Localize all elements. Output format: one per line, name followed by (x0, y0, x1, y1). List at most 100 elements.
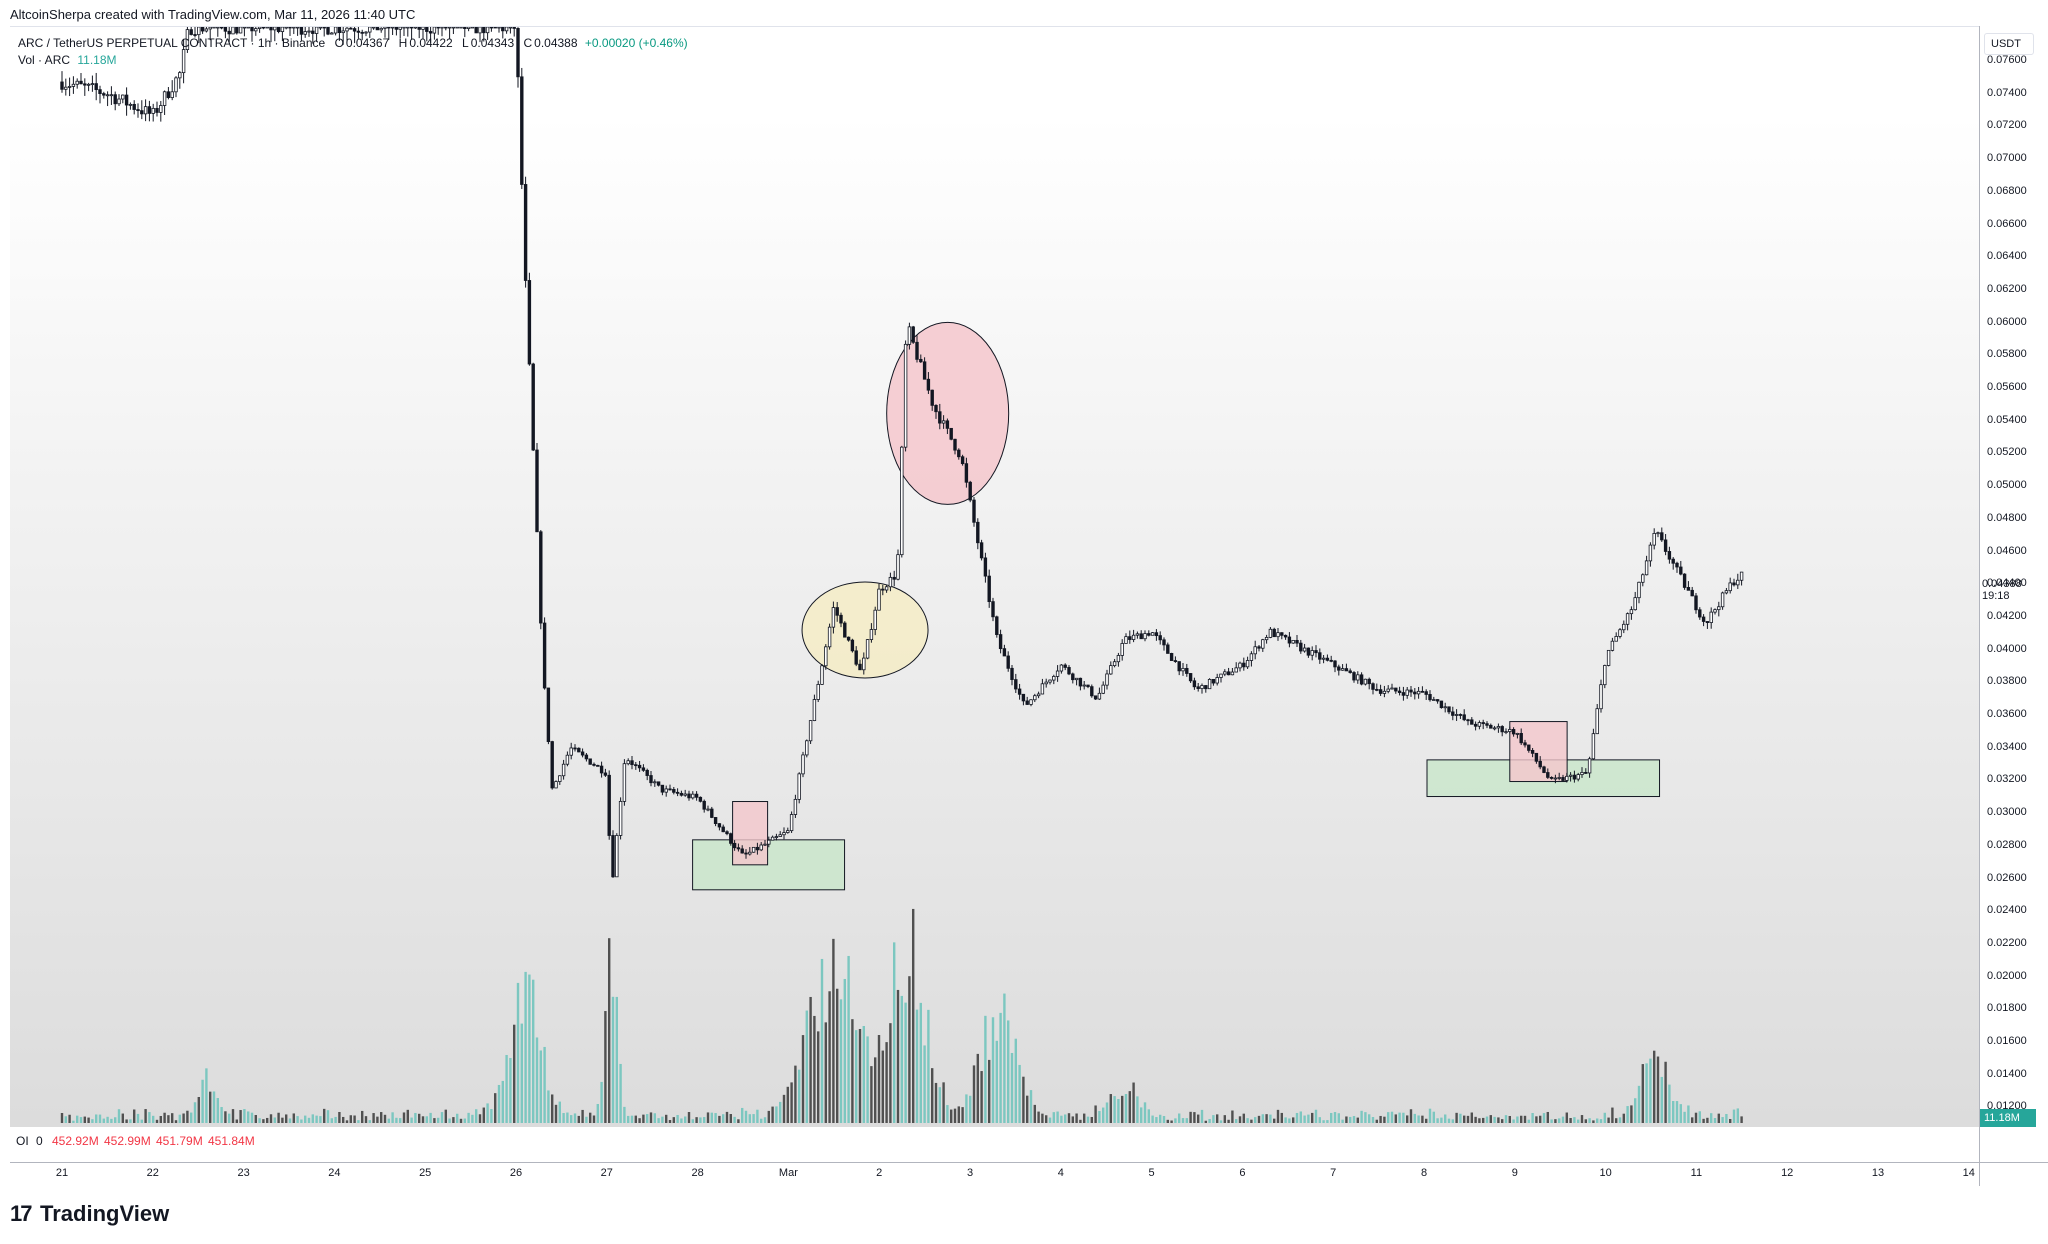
price-axis[interactable] (1979, 26, 2048, 1186)
volume-bar (102, 1118, 105, 1123)
volume-bar (304, 1115, 307, 1123)
volume-bar (361, 1110, 364, 1123)
volume-bar (919, 1002, 922, 1123)
volume-bar (710, 1112, 713, 1123)
candle-body (1112, 661, 1117, 667)
volume-bar (752, 1114, 755, 1123)
volume-bar (1736, 1108, 1739, 1123)
volume-bar (459, 1118, 463, 1123)
symbol-label[interactable]: ARC / TetherUS PERPETUAL CONTRACT · 1h ·… (18, 36, 326, 50)
candle-body (694, 793, 699, 798)
volume-bar (680, 1118, 683, 1123)
volume-bar (1421, 1115, 1424, 1123)
volume-bar (186, 1110, 189, 1123)
red-ellipse-annotation[interactable] (886, 321, 1010, 505)
candle-body (451, 27, 456, 29)
chart-pane[interactable] (10, 26, 1979, 1127)
volume-bar (961, 1107, 964, 1123)
volume-bar (1493, 1116, 1496, 1123)
candle-body (1207, 678, 1212, 690)
candle-body (1196, 686, 1200, 689)
candle-body (375, 27, 380, 31)
candle-body (444, 27, 448, 29)
volume-bar (178, 1114, 181, 1123)
volume-bar (1170, 1120, 1173, 1123)
candle-body (1701, 616, 1706, 622)
candle-body (1344, 668, 1349, 672)
candle-body (1572, 774, 1577, 780)
candle-body (1451, 711, 1455, 716)
volume-bar (1261, 1114, 1264, 1123)
price-chart[interactable] (10, 27, 1979, 1127)
volume-bar (836, 988, 839, 1123)
volume-bar (1159, 1114, 1162, 1123)
candle-body (1048, 679, 1052, 683)
candle-body (900, 446, 904, 556)
volume-bar (342, 1116, 345, 1123)
demand-zone-1[interactable] (692, 839, 846, 891)
candle-body (1534, 752, 1539, 762)
volume-bar (106, 1116, 109, 1123)
tradingview-logo[interactable]: 17 TradingView (10, 1201, 169, 1227)
volume-bar (562, 1113, 565, 1123)
volume-bar (1626, 1106, 1629, 1123)
volume-bar (1105, 1102, 1109, 1123)
currency-unit-button[interactable]: USDT (1984, 33, 2034, 55)
candle-body (596, 764, 600, 767)
volume-bar (1368, 1114, 1371, 1123)
candle-body (1610, 640, 1615, 651)
time-axis-corner (1979, 1162, 2048, 1185)
candle-body (189, 29, 193, 35)
volume-bar (786, 1086, 789, 1123)
volume-bar (543, 1046, 546, 1123)
volume-bar (1569, 1118, 1572, 1123)
volume-bar (585, 1116, 588, 1123)
candle-body (599, 765, 604, 774)
volume-bar (1721, 1117, 1724, 1123)
candle-body (812, 699, 817, 722)
candle-body (592, 763, 596, 766)
volume-bar (646, 1114, 649, 1123)
volume-bar (1470, 1112, 1473, 1123)
candle-body (428, 31, 433, 34)
candle-body (713, 817, 718, 825)
candle-body (436, 27, 440, 29)
volume-bar (1679, 1104, 1682, 1123)
volume-bar (1067, 1113, 1071, 1123)
volume-bar (136, 1113, 140, 1123)
candle-body (1116, 655, 1121, 663)
candle-body (991, 601, 995, 618)
candle-body (789, 814, 794, 832)
volume-bar (1292, 1117, 1295, 1123)
volume-bar (642, 1114, 645, 1123)
supply-zone-2[interactable] (1509, 721, 1568, 783)
price-axis-tick: 0.07200 (1987, 119, 2027, 132)
volume-bar (976, 1053, 979, 1123)
candle-body (364, 31, 368, 34)
candle-body (542, 622, 547, 689)
volume-bar (771, 1106, 774, 1123)
candle-body (117, 98, 121, 105)
volume-bar (570, 1115, 573, 1123)
volume-bar (1246, 1118, 1249, 1123)
volume-label[interactable]: Vol · ARC (18, 53, 71, 67)
candle-body (892, 576, 896, 580)
candle-body (1268, 628, 1273, 638)
volume-bar (193, 1102, 197, 1123)
volume-bar (250, 1112, 254, 1123)
volume-bar (391, 1112, 394, 1123)
candle-body (649, 775, 653, 784)
candle-body (1568, 774, 1573, 777)
candle-body (1580, 772, 1584, 775)
open-interest-pane[interactable]: OI 0 452.92M 452.99M 451.79M 451.84M (10, 1130, 1979, 1152)
time-axis-tick: 12 (1781, 1167, 1794, 1179)
candle-body (740, 848, 744, 854)
volume-bar (1501, 1119, 1504, 1123)
volume-row: Vol · ARC 11.18M (18, 52, 688, 69)
time-axis[interactable] (10, 1162, 1979, 1185)
candle-body (641, 767, 646, 771)
candle-body (1185, 667, 1189, 674)
candle-body (1462, 714, 1466, 721)
candle-body (1010, 667, 1014, 680)
volume-bar (1155, 1117, 1158, 1123)
